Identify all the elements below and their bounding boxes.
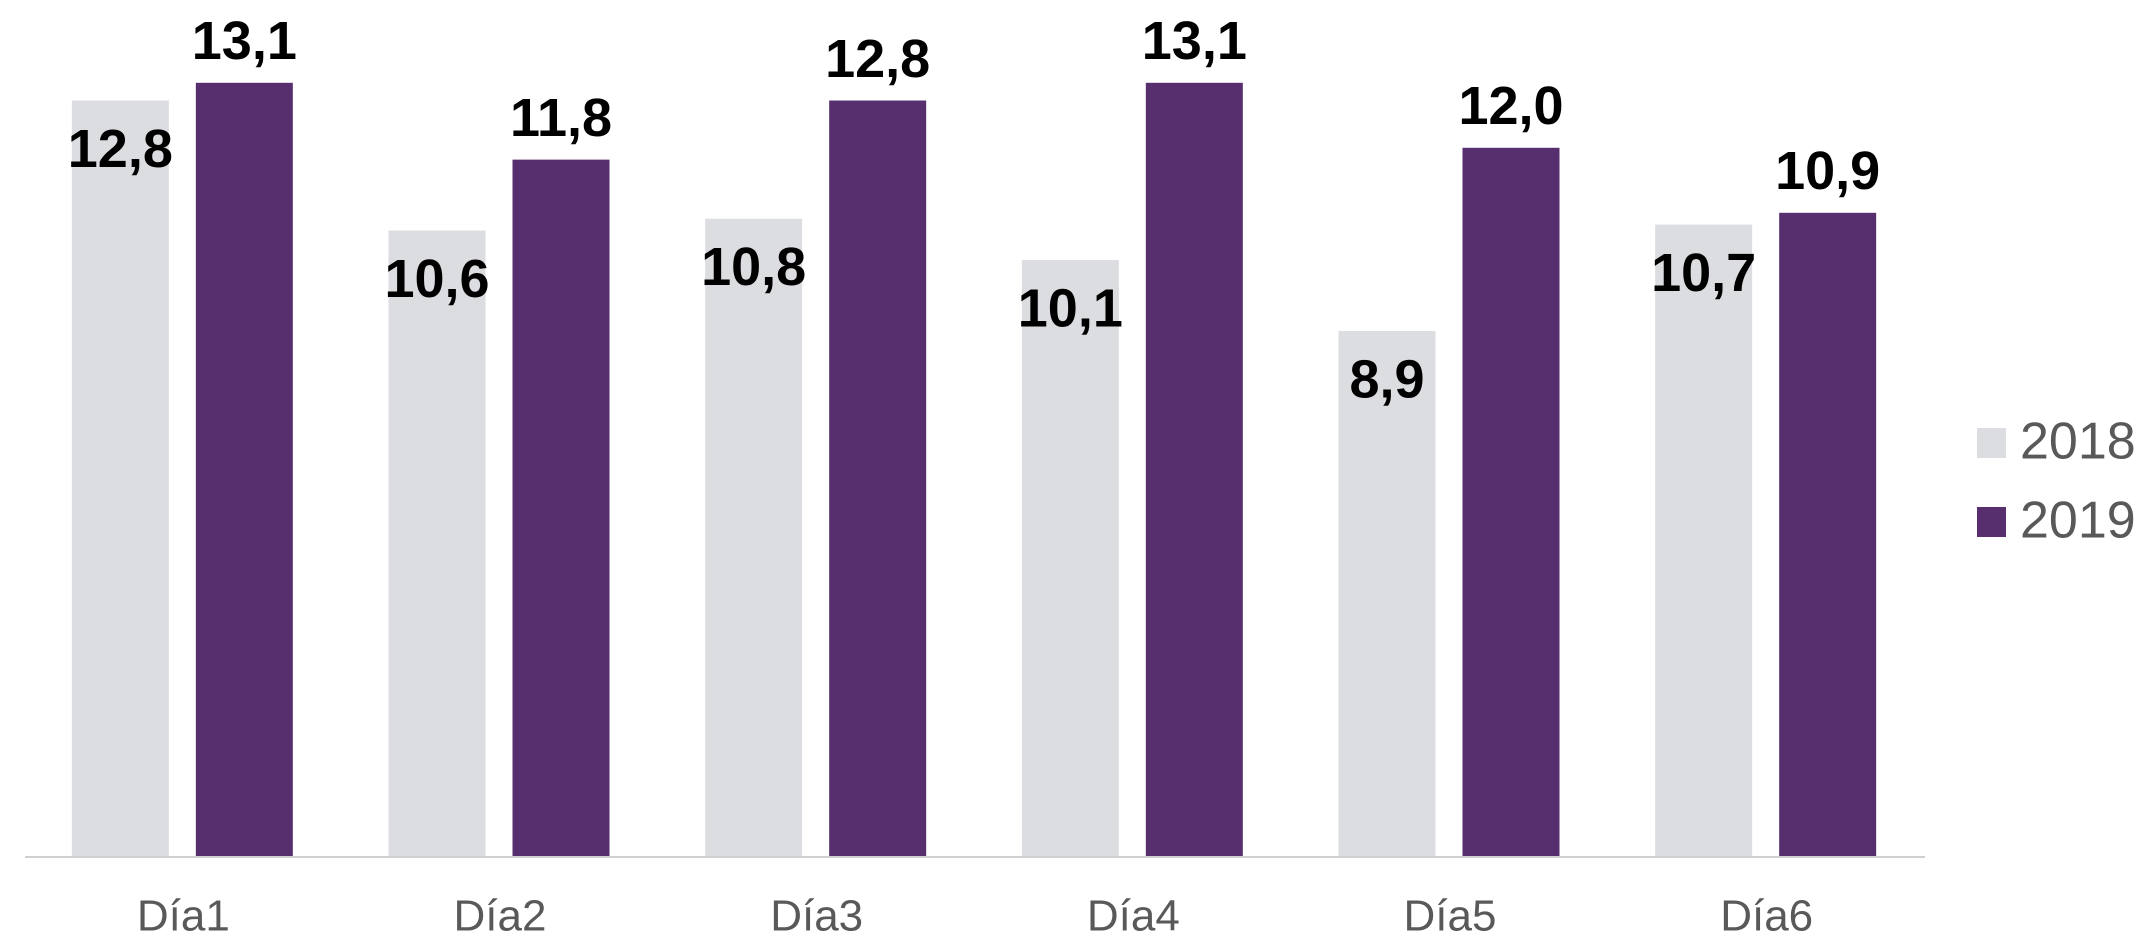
x-tick-label: Día5	[1404, 892, 1497, 939]
legend-label: 2018	[2020, 413, 2136, 471]
bar	[705, 218, 803, 858]
bar	[1779, 212, 1877, 857]
x-tick-label: Día4	[1087, 892, 1180, 939]
legend-label: 2019	[2020, 492, 2136, 550]
legend-swatch	[1977, 428, 2006, 458]
bar	[1021, 260, 1119, 858]
value-label: 10,7	[1651, 243, 1756, 303]
x-tick-label: Día1	[137, 892, 230, 939]
x-tick-label: Día3	[770, 892, 863, 939]
value-label: 12,8	[68, 119, 173, 179]
value-label: 10,1	[1018, 278, 1123, 338]
x-tick-label: Día2	[454, 892, 547, 939]
value-label: 12,0	[1458, 76, 1563, 136]
bar	[71, 100, 169, 857]
value-label: 13,1	[1142, 11, 1247, 71]
value-label: 11,8	[510, 88, 612, 148]
value-label: 13,1	[192, 11, 297, 71]
bar	[1338, 331, 1436, 857]
value-label: 12,8	[825, 29, 930, 89]
x-tick-label: Día6	[1720, 892, 1813, 939]
bar	[195, 82, 293, 858]
bar	[829, 100, 927, 857]
value-label: 10,9	[1775, 141, 1880, 201]
bar	[1655, 224, 1753, 857]
bar	[512, 159, 610, 857]
bar	[1462, 147, 1560, 858]
bar	[388, 230, 486, 858]
value-label: 10,6	[384, 249, 489, 309]
legend-swatch	[1977, 507, 2006, 537]
value-label: 10,8	[701, 237, 806, 297]
value-label: 8,9	[1349, 349, 1424, 409]
bar	[1145, 82, 1243, 858]
